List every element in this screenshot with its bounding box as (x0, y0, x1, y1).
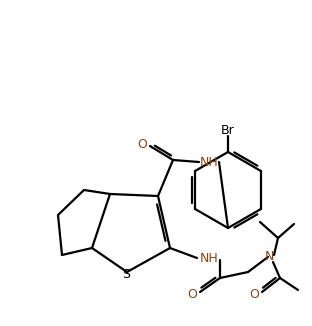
Text: NH: NH (200, 251, 218, 264)
Text: O: O (249, 289, 259, 302)
Text: O: O (137, 139, 147, 152)
Text: O: O (187, 288, 197, 301)
Text: Br: Br (221, 125, 235, 138)
Text: S: S (122, 268, 130, 280)
Text: N: N (264, 250, 274, 263)
Text: NH: NH (200, 156, 218, 169)
